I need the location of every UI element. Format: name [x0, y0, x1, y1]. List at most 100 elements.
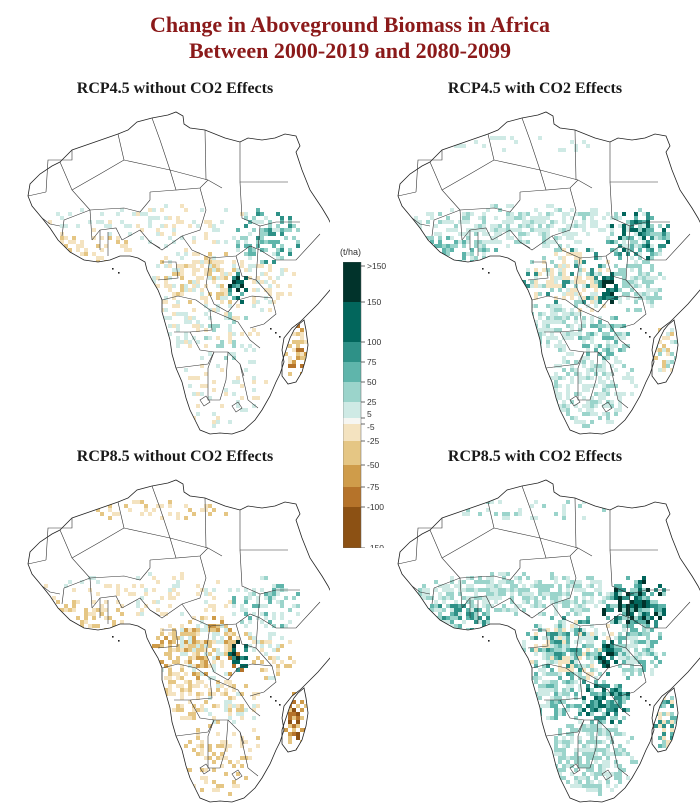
biomass-cell	[610, 700, 614, 704]
biomass-cell	[184, 332, 188, 336]
biomass-cell	[510, 228, 514, 232]
biomass-cell	[160, 712, 164, 716]
biomass-cell	[554, 220, 558, 224]
biomass-cell	[212, 624, 216, 628]
biomass-cell	[510, 596, 514, 600]
biomass-cell	[124, 244, 128, 248]
biomass-cell	[554, 364, 558, 368]
biomass-cell	[196, 640, 200, 644]
biomass-cell	[100, 500, 104, 504]
biomass-cell	[128, 232, 132, 236]
biomass-cell	[442, 584, 446, 588]
biomass-cell	[598, 300, 602, 304]
biomass-cell	[610, 280, 614, 284]
biomass-cell	[204, 644, 208, 648]
biomass-cell	[518, 580, 522, 584]
biomass-cell	[156, 580, 160, 584]
biomass-cell	[56, 212, 60, 216]
biomass-cell	[136, 224, 140, 228]
biomass-cell	[550, 220, 554, 224]
biomass-cell	[180, 648, 184, 652]
biomass-cell	[164, 700, 168, 704]
country-border	[441, 133, 495, 191]
biomass-cell	[482, 224, 486, 228]
biomass-cell	[176, 340, 180, 344]
biomass-cell	[140, 512, 144, 516]
biomass-cell	[522, 592, 526, 596]
biomass-cell	[594, 224, 598, 228]
biomass-cell	[140, 608, 144, 612]
biomass-cell	[228, 700, 232, 704]
biomass-cell	[244, 224, 248, 228]
biomass-cell	[618, 408, 622, 412]
biomass-cell	[176, 660, 180, 664]
biomass-cell	[454, 584, 458, 588]
biomass-cell	[546, 232, 550, 236]
biomass-cell	[558, 584, 562, 588]
biomass-cell	[292, 348, 296, 352]
biomass-cell	[610, 300, 614, 304]
biomass-cell	[570, 400, 574, 404]
biomass-cell	[176, 704, 180, 708]
legend-swatch	[343, 382, 361, 402]
biomass-cell	[256, 240, 260, 244]
biomass-cell	[272, 244, 276, 248]
biomass-cell	[638, 308, 642, 312]
biomass-cell	[530, 636, 534, 640]
biomass-cell	[614, 368, 618, 372]
biomass-cell	[84, 608, 88, 612]
biomass-cell	[566, 692, 570, 696]
biomass-cell	[570, 736, 574, 740]
biomass-cell	[642, 212, 646, 216]
biomass-cell	[458, 604, 462, 608]
biomass-cell	[292, 332, 296, 336]
biomass-cell	[426, 620, 430, 624]
biomass-cell	[530, 604, 534, 608]
biomass-cell	[172, 576, 176, 580]
biomass-cell	[546, 340, 550, 344]
biomass-cell	[450, 608, 454, 612]
biomass-cell	[442, 588, 446, 592]
biomass-cell	[220, 272, 224, 276]
biomass-cell	[268, 220, 272, 224]
biomass-cell	[80, 260, 84, 264]
biomass-cell	[638, 580, 642, 584]
biomass-cell	[590, 644, 594, 648]
biomass-cell	[646, 256, 650, 260]
biomass-cell	[578, 336, 582, 340]
country-border	[519, 603, 553, 619]
biomass-cell	[542, 704, 546, 708]
biomass-cell	[204, 312, 208, 316]
biomass-cell	[630, 588, 634, 592]
biomass-cell	[176, 264, 180, 268]
biomass-cell	[498, 232, 502, 236]
biomass-cell	[618, 272, 622, 276]
biomass-cell	[662, 232, 666, 236]
biomass-cell	[180, 312, 184, 316]
biomass-cell	[462, 232, 466, 236]
africa-coastline	[27, 479, 330, 803]
biomass-cell	[160, 320, 164, 324]
biomass-cell	[288, 364, 292, 368]
biomass-cell	[506, 588, 510, 592]
biomass-cell	[574, 584, 578, 588]
biomass-cell	[538, 312, 542, 316]
biomass-cell	[646, 652, 650, 656]
biomass-cell	[670, 340, 674, 344]
biomass-cell	[602, 504, 606, 508]
country-border	[27, 191, 47, 197]
biomass-cell	[124, 504, 128, 508]
biomass-cell	[606, 592, 610, 596]
country-border	[605, 623, 627, 649]
biomass-cell	[192, 392, 196, 396]
biomass-cell	[558, 244, 562, 248]
biomass-cell	[168, 276, 172, 280]
biomass-cell	[610, 404, 614, 408]
country-border	[415, 150, 443, 193]
biomass-cell	[594, 368, 598, 372]
biomass-cell	[426, 616, 430, 620]
biomass-cell	[614, 748, 618, 752]
biomass-cell	[658, 724, 662, 728]
biomass-cell	[116, 608, 120, 612]
biomass-cell	[466, 216, 470, 220]
